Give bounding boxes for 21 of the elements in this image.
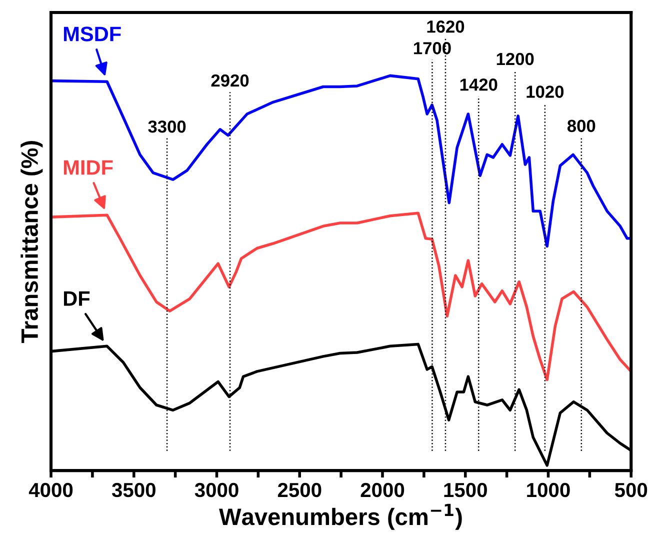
x-tick-label: 2000: [360, 482, 404, 498]
ref-line-label: 2920: [211, 74, 249, 87]
text: DF: [64, 291, 90, 306]
y-axis-title: Transmittance (%): [20, 141, 43, 343]
x-tick-label: 2500: [278, 482, 322, 498]
x-tick-label: 1000: [527, 482, 570, 498]
x-tick-label: 4000: [28, 482, 73, 498]
ref-line-label: 3300: [148, 120, 186, 133]
series-label: MSDF: [64, 26, 121, 42]
ref-line-label: 1620: [427, 20, 464, 33]
x-tick-label: 1500: [444, 482, 487, 498]
ref-line-label: 1700: [414, 42, 451, 54]
x-tick-label: 3500: [112, 482, 156, 498]
ref-line-label: 1420: [460, 78, 498, 91]
ref-line-label: 800: [567, 120, 596, 132]
ref-line-label: 1200: [496, 52, 534, 66]
series-label: MIDF: [64, 160, 113, 175]
ref-line-label: 1020: [526, 86, 564, 98]
x-tick-label: 3000: [194, 482, 238, 498]
x-axis-title: Wavenumbers (cm$^{−1}$): [219, 504, 462, 530]
x-tick-label: 500: [614, 482, 648, 498]
